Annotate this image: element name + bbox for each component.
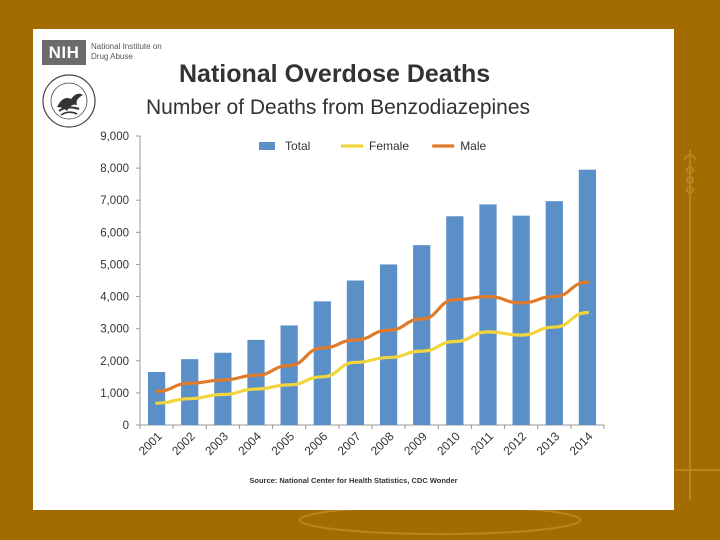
series-line-female xyxy=(154,311,590,405)
bar-total-2004 xyxy=(247,339,265,425)
nih-badge: NIH xyxy=(42,40,86,65)
bar-total-2013 xyxy=(545,201,563,425)
y-tick-label: 3,000 xyxy=(100,324,129,336)
bar-total-2007 xyxy=(346,280,365,425)
chart-subtitle: Number of Deaths from Benzodiazepines xyxy=(146,96,531,119)
bar-total-2005 xyxy=(280,325,298,425)
y-tick-label: 2,000 xyxy=(100,356,129,368)
x-tick-label: 2006 xyxy=(302,429,331,458)
x-tick-label: 2005 xyxy=(268,429,297,458)
legend-swatch-total xyxy=(259,142,275,150)
series-line-male xyxy=(154,280,590,393)
x-tick-label: 2010 xyxy=(434,429,463,458)
bar-total-2006 xyxy=(313,301,331,425)
x-tick-label: 2009 xyxy=(401,429,430,458)
bar-total-2010 xyxy=(446,216,464,425)
x-tick-label: 2012 xyxy=(500,429,529,458)
y-tick-label: 9,000 xyxy=(100,131,129,143)
bar-total-2001 xyxy=(147,372,166,425)
legend-label-total: Total xyxy=(285,139,310,153)
bar-total-2002 xyxy=(181,359,199,425)
x-tick-label: 2007 xyxy=(335,429,364,458)
y-tick-label: 4,000 xyxy=(100,292,129,304)
x-tick-label: 2013 xyxy=(534,429,563,458)
x-tick-label: 2014 xyxy=(567,429,596,458)
y-tick-label: 5,000 xyxy=(100,259,129,271)
bar-total-2003 xyxy=(214,352,232,425)
chart-title: National Overdose Deaths xyxy=(179,60,491,88)
x-tick-label: 2002 xyxy=(169,429,198,458)
bar-total-2008 xyxy=(379,264,398,425)
legend-label-female: Female xyxy=(369,139,409,153)
x-tick-label: 2003 xyxy=(202,429,231,458)
bar-total-2011 xyxy=(479,204,497,425)
x-tick-label: 2008 xyxy=(368,429,397,458)
legend-label-male: Male xyxy=(460,139,486,153)
hhs-seal-icon xyxy=(42,74,96,128)
bar-total-2014 xyxy=(578,169,597,425)
x-tick-label: 2001 xyxy=(136,429,165,458)
y-tick-label: 7,000 xyxy=(100,195,129,207)
y-tick-label: 8,000 xyxy=(100,163,129,175)
benzodiazepine-deaths-chart: 0 1,000 2,000 3,000 4,000 5,000 6,000 7,000 8,00… xyxy=(100,131,605,458)
slide: NIH National Institute on Drug Abuse Nat… xyxy=(33,29,674,510)
bar-total-2009 xyxy=(413,245,431,425)
x-tick-label: 2004 xyxy=(235,429,264,458)
bar-total-2012 xyxy=(512,215,530,425)
y-tick-label: 1,000 xyxy=(100,388,129,400)
y-tick-label: 0 xyxy=(123,420,129,432)
nih-institute-name: National Institute on Drug Abuse xyxy=(91,42,162,61)
chart-source: Source: National Center for Health Stati… xyxy=(249,476,458,485)
y-tick-label: 6,000 xyxy=(100,227,129,239)
x-tick-label: 2011 xyxy=(468,429,496,457)
